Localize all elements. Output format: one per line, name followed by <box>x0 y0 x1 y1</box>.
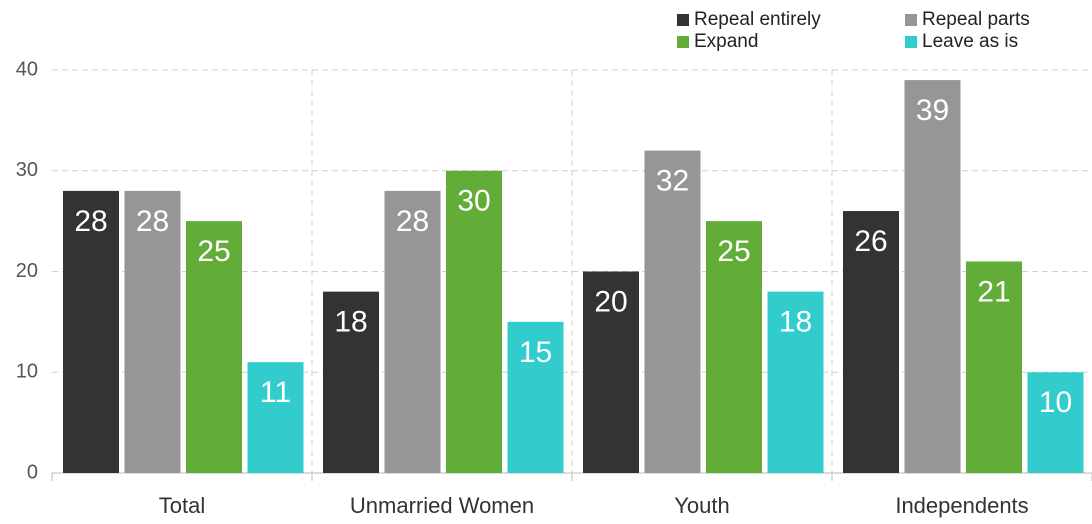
legend-label: Repeal entirely <box>694 9 821 30</box>
data-label: 25 <box>197 235 230 268</box>
data-label: 32 <box>656 165 689 198</box>
bar <box>247 362 304 473</box>
bar <box>507 321 564 473</box>
bar <box>644 150 701 473</box>
y-tick-label: 0 <box>27 461 38 483</box>
bar <box>1027 372 1084 473</box>
data-label: 18 <box>779 306 812 339</box>
bar <box>323 291 379 473</box>
bar <box>904 80 961 473</box>
data-label: 26 <box>854 225 887 258</box>
bar <box>843 211 899 474</box>
legend-swatch <box>905 14 917 26</box>
bar <box>446 170 502 473</box>
legend-swatch <box>677 14 689 26</box>
y-tick-label: 40 <box>16 58 38 80</box>
data-label: 28 <box>136 205 169 238</box>
data-label: 28 <box>396 205 429 238</box>
bar <box>767 291 824 473</box>
bar <box>706 221 762 473</box>
legend-label: Leave as is <box>922 31 1018 52</box>
data-label: 21 <box>977 275 1010 308</box>
legend-label: Repeal parts <box>922 9 1030 30</box>
bar <box>384 190 441 473</box>
data-label: 20 <box>594 285 627 318</box>
legend-swatch <box>677 36 689 48</box>
legend-label: Expand <box>694 31 758 52</box>
data-label: 30 <box>457 185 490 218</box>
x-tick-label: Unmarried Women <box>350 493 534 518</box>
data-label: 39 <box>916 94 949 127</box>
y-tick-label: 20 <box>16 260 38 282</box>
data-label: 15 <box>519 336 552 369</box>
bar <box>186 221 242 473</box>
x-tick-label: Total <box>159 493 205 518</box>
y-tick-label: 10 <box>16 361 38 383</box>
bar <box>124 190 181 473</box>
data-label: 25 <box>717 235 750 268</box>
data-label: 10 <box>1039 386 1072 419</box>
bar <box>966 261 1022 473</box>
data-label: 28 <box>74 205 107 238</box>
x-tick-label: Independents <box>895 493 1028 518</box>
bar <box>583 271 639 473</box>
bar <box>63 190 119 473</box>
data-label: 18 <box>334 306 367 339</box>
legend-swatch <box>905 36 917 48</box>
data-label: 11 <box>260 376 291 409</box>
y-tick-label: 30 <box>16 159 38 181</box>
x-tick-label: Youth <box>674 493 729 518</box>
